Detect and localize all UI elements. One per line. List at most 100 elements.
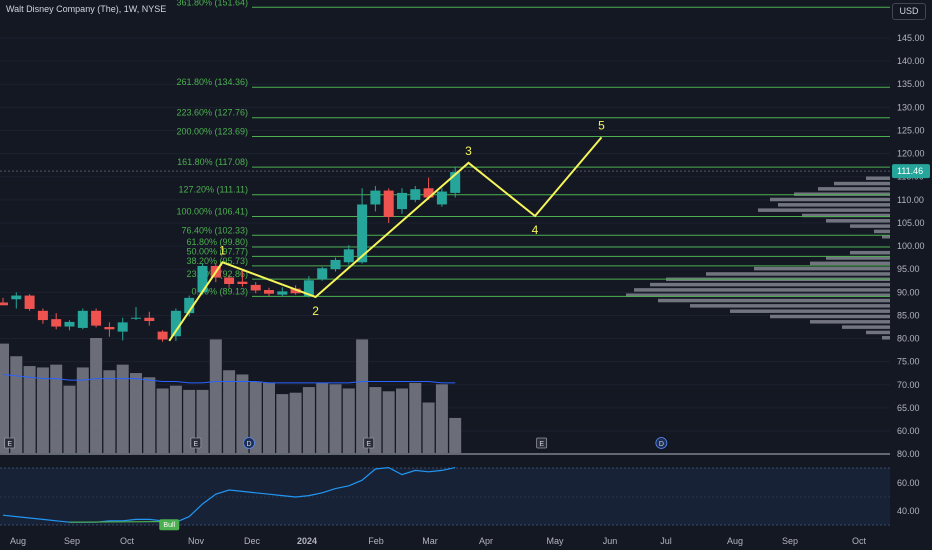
rsi-tick: 80.00 [897, 449, 920, 459]
time-tick: Jun [603, 536, 618, 546]
candle-body [64, 321, 75, 327]
time-tick: Sep [64, 536, 80, 546]
candle-body [303, 280, 314, 297]
earnings-marker [363, 437, 375, 449]
fib-level-label: 127.20% (111.11) [178, 185, 248, 195]
volume-bar [0, 343, 9, 453]
volume-bar [435, 384, 448, 453]
volume-bar [342, 388, 355, 453]
candle-body [197, 265, 208, 293]
rsi-tick: 60.00 [897, 478, 920, 488]
fib-level-label: 223.60% (127.76) [176, 108, 248, 118]
volume-bar [116, 364, 129, 453]
fib-level-label: 76.40% (102.33) [181, 225, 248, 235]
earnings-marker [4, 437, 16, 449]
candle-body [104, 327, 115, 330]
volume-bar [422, 402, 435, 453]
wave-label: 1 [219, 243, 226, 257]
volume-profile-bar [882, 234, 890, 239]
candle-body [397, 192, 407, 210]
volume-bar [316, 382, 329, 453]
event-marker-label: E [539, 441, 544, 448]
price-tick: 60.00 [897, 426, 920, 436]
candle-body [144, 317, 155, 321]
volume-profile-bar [730, 309, 890, 313]
volume-bar [329, 384, 342, 453]
time-tick: Feb [368, 536, 384, 546]
volume-profile-bar [650, 282, 890, 287]
volume-profile-bar [866, 176, 890, 180]
volume-bar [449, 417, 462, 453]
fib-level-label: 361.80% (151.64) [176, 0, 248, 7]
wave-label: 4 [532, 223, 539, 237]
rsi-band [0, 468, 890, 525]
grid-lines [0, 37, 932, 526]
time-tick: Aug [727, 536, 743, 546]
volume-ma-line [2, 373, 456, 384]
last-price-label: 111.46 [897, 166, 923, 176]
time-tick: May [546, 536, 564, 546]
time-tick: Oct [120, 536, 135, 546]
divergence-line [69, 520, 170, 523]
candle-body [410, 189, 421, 200]
fib-level-label: 200.00% (123.69) [176, 127, 248, 137]
event-marker-label: E [7, 441, 12, 448]
volume-bar [382, 391, 395, 453]
rsi-pane: Bull [2, 466, 456, 531]
volume-profile-bar [882, 336, 890, 340]
time-tick: Aug [10, 536, 26, 546]
candle-body [383, 190, 394, 217]
volume-profile-bar [842, 325, 890, 329]
volume-profile-bar [758, 208, 890, 212]
volume-profile-bar [810, 261, 890, 266]
volume-profile-bar [778, 203, 890, 207]
volume-bar [23, 366, 36, 453]
price-tick: 130.00 [897, 102, 925, 112]
price-axis-bg [890, 0, 932, 550]
volume-bar [36, 367, 49, 453]
volume-bar [169, 385, 182, 453]
rsi-tick: 40.00 [897, 506, 920, 516]
volume-profile-bar [770, 314, 890, 319]
volume-bar [90, 338, 103, 453]
event-marker-label: D [659, 441, 664, 448]
volume-bar [356, 339, 369, 453]
volume-bar [236, 374, 249, 453]
volume-bar [130, 373, 142, 453]
volume-profile-bar [850, 224, 890, 228]
volume-bar [396, 388, 408, 453]
dividend-marker [655, 437, 668, 449]
candle-body [51, 319, 62, 327]
price-tick: 110.00 [897, 195, 924, 205]
time-axis: Aug Sep Oct Nov Dec 2024 Feb Mar Apr May Jun Jul Aug… [10, 536, 867, 546]
candle-body [264, 290, 274, 294]
volume-bar [63, 385, 76, 453]
fib-level-label: 100.00% (106.41) [176, 206, 248, 216]
candle-body [450, 172, 461, 193]
wave-path [168, 136, 603, 342]
volume-profile-bar [874, 229, 890, 234]
candle-body [117, 322, 128, 332]
candle-body [277, 291, 288, 295]
candle-body [0, 302, 8, 306]
candle-body [237, 281, 248, 284]
time-tick: Apr [479, 536, 493, 546]
price-tick: 80.00 [897, 334, 920, 344]
volume-bar [289, 392, 302, 453]
price-tick: 70.00 [897, 380, 920, 390]
candle-body [343, 249, 354, 263]
currency-button[interactable]: USD [892, 3, 926, 20]
time-tick: Oct [852, 536, 867, 546]
volume-bar [409, 382, 422, 453]
fib-level-label: 38.20% (95.73) [186, 256, 248, 266]
divergence-label: Bull [163, 522, 175, 529]
candle-body [184, 297, 195, 314]
earnings-marker [536, 437, 548, 449]
price-tick: 100.00 [897, 241, 925, 251]
candle-body [250, 284, 261, 291]
price-tick: 90.00 [897, 287, 920, 297]
volume-profile-bar [866, 330, 890, 335]
volume-profile-bar [818, 187, 890, 191]
